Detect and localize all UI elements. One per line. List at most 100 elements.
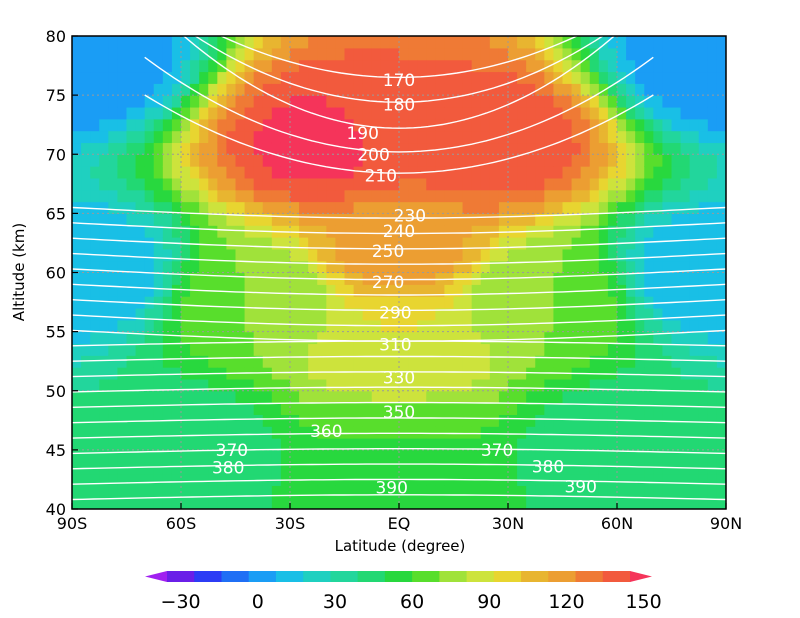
fill-cell [117, 36, 128, 49]
fill-cell [517, 189, 527, 203]
fill-cell [153, 355, 164, 368]
fill-cell [135, 237, 146, 250]
fill-cell [426, 260, 436, 274]
fill-cell [553, 355, 564, 368]
fill-cell [435, 154, 446, 167]
fill-cell [716, 237, 726, 250]
fill-cell [698, 154, 709, 167]
fill-cell [389, 402, 400, 415]
fill-cell [707, 106, 718, 120]
fill-cell [508, 331, 518, 345]
fill-cell [72, 367, 82, 380]
fill-cell [217, 130, 228, 144]
fill-cell [589, 331, 600, 345]
fill-cell [290, 390, 300, 404]
fill-cell [598, 449, 609, 463]
fill-cell [480, 260, 491, 274]
fill-cell [389, 331, 400, 345]
fill-cell [453, 449, 464, 463]
fill-cell [290, 106, 300, 120]
fill-cell [217, 355, 228, 368]
fill-cell [99, 83, 109, 96]
fill-cell [280, 414, 291, 427]
fill-cell [580, 130, 591, 144]
fill-cell [553, 225, 564, 238]
fill-cell [571, 260, 582, 274]
fill-cell [589, 201, 600, 214]
contour-line [72, 206, 726, 219]
fill-cell [153, 83, 164, 96]
fill-cell [353, 248, 364, 262]
fill-cell [90, 319, 100, 333]
fill-cell [308, 213, 318, 226]
fill-cell [144, 47, 155, 61]
fill-cell [389, 36, 400, 49]
fill-cell [653, 367, 664, 380]
fill-cell [90, 177, 100, 191]
fill-cell [171, 177, 182, 191]
fill-cell [408, 213, 418, 226]
fill-cell [199, 83, 209, 96]
fill-cell [280, 118, 291, 132]
fill-cell [235, 106, 246, 120]
fill-cell [508, 142, 518, 155]
fill-cell [262, 130, 273, 144]
fill-cell [208, 47, 218, 61]
fill-cell [72, 390, 82, 404]
fill-cell [162, 497, 173, 509]
fill-cell [353, 201, 364, 214]
fill-cell [698, 213, 709, 226]
fill-cell [308, 355, 318, 368]
fill-cell [226, 177, 237, 191]
fill-cell [81, 367, 91, 380]
fill-cell [99, 95, 109, 108]
fill-cell [526, 237, 536, 250]
fill-cell [81, 142, 91, 155]
fill-cell [589, 390, 600, 404]
fill-cell [408, 426, 418, 439]
fill-cell [362, 260, 373, 274]
fill-cell [571, 438, 582, 451]
fill-cell [562, 213, 573, 226]
fill-cell [571, 130, 582, 144]
fill-cell [435, 402, 446, 415]
colorbar-tick-label: 60 [400, 591, 424, 613]
fill-cell [99, 118, 109, 132]
fill-cell [508, 307, 518, 321]
fill-cell [271, 118, 282, 132]
fill-cell [108, 201, 119, 214]
colorbar-swatch [521, 571, 549, 582]
fill-cell [399, 154, 409, 167]
fill-cell [171, 449, 182, 463]
fill-cell [571, 237, 582, 250]
fill-cell [598, 438, 609, 451]
fill-cell [72, 378, 82, 392]
fill-cell [471, 213, 482, 226]
fill-cell [644, 201, 654, 214]
fill-cell [244, 485, 255, 498]
fill-cell [589, 473, 600, 486]
fill-cell [362, 331, 373, 345]
fill-cell [362, 355, 373, 368]
fill-cell [217, 438, 228, 451]
fill-cell [135, 225, 146, 238]
fill-cell [335, 296, 346, 309]
fill-cell [644, 473, 654, 486]
fill-cell [553, 95, 564, 108]
fill-cell [399, 402, 409, 415]
fill-cell [308, 260, 318, 274]
fill-cell [417, 201, 427, 214]
fill-cell [508, 36, 518, 49]
fill-cell [716, 36, 726, 49]
fill-cell [181, 449, 191, 463]
fill-cell [308, 237, 318, 250]
fill-cell [362, 367, 373, 380]
fill-cell [190, 118, 200, 132]
fill-cell [580, 154, 591, 167]
fill-cell [199, 154, 209, 167]
fill-cell [308, 225, 318, 238]
fill-cell [235, 213, 246, 226]
fill-cell [480, 237, 491, 250]
fill-cell [489, 319, 500, 333]
fill-cell [144, 343, 155, 356]
